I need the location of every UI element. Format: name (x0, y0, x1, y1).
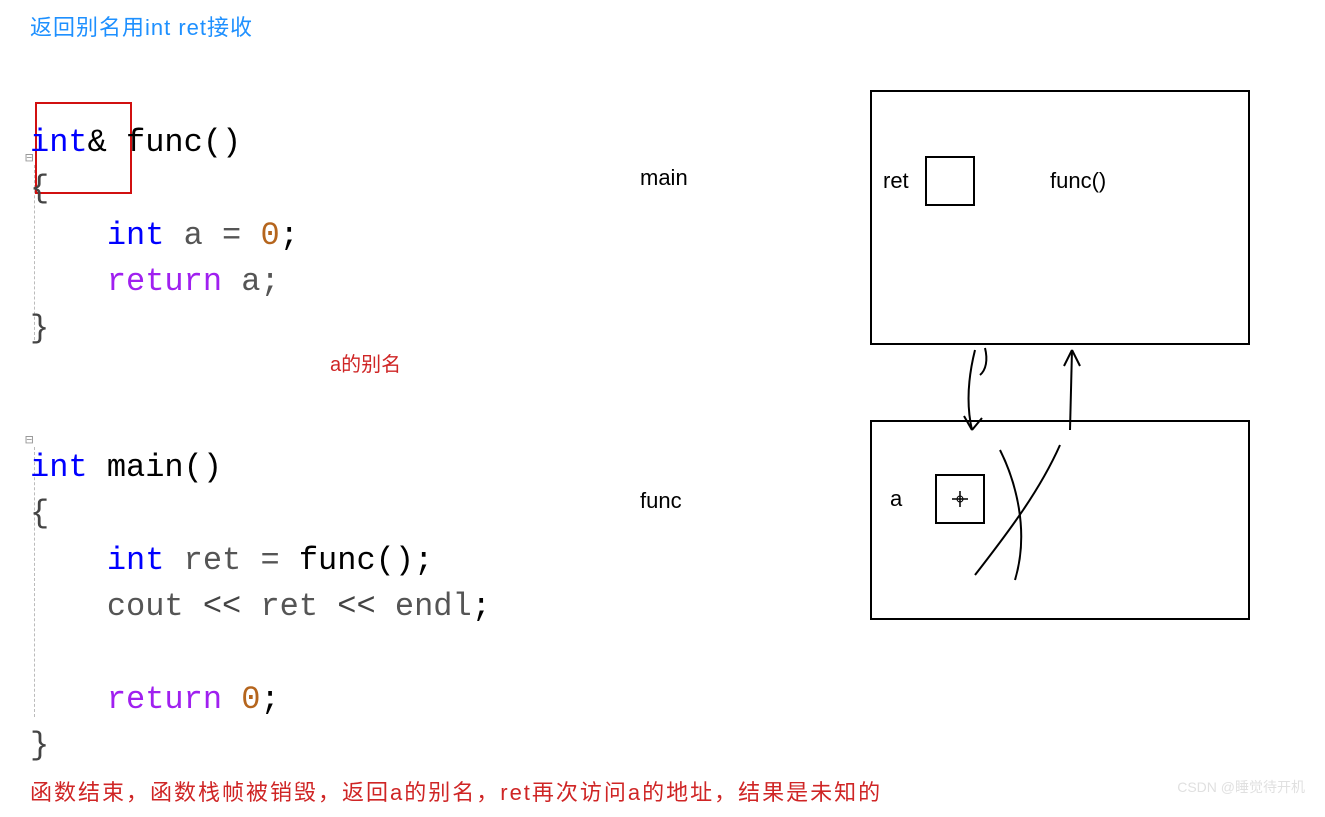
brace-open: { (30, 170, 49, 207)
label-func: func (640, 488, 682, 514)
kw-int: int (107, 217, 165, 254)
var-ret: ret = (164, 542, 298, 579)
parens: () (184, 449, 222, 486)
space (222, 681, 241, 718)
call-func: func (299, 542, 376, 579)
fn-name-func: func (126, 124, 203, 161)
ret-expr: a; (222, 263, 280, 300)
code-block: int& func() { int a = 0; return a; } int… (30, 120, 491, 769)
brace-close: } (30, 727, 49, 764)
stack-diagram: main func ret func() a (720, 80, 1260, 660)
semi: ; (280, 217, 299, 254)
footer-explanation: 函数结束，函数栈帧被销毁，返回a的别名，ret再次访问a的地址，结果是未知的 (30, 775, 882, 807)
var-a: a = (164, 217, 260, 254)
num-0: 0 (241, 681, 260, 718)
op-ins: << (184, 588, 261, 625)
brace-open: { (30, 495, 49, 532)
brace-close: } (30, 310, 49, 347)
amp: & (88, 124, 107, 161)
id-cout: cout (107, 588, 184, 625)
semi: ; (260, 681, 279, 718)
watermark: CSDN @睡觉待开机 (1177, 777, 1305, 797)
num-0: 0 (260, 217, 279, 254)
kw-return: return (107, 263, 222, 300)
var-ret: ret (260, 588, 318, 625)
kw-return: return (107, 681, 222, 718)
diagram-arrows (720, 80, 1260, 660)
label-main: main (640, 165, 688, 191)
annotation-alias: a的别名 (330, 348, 401, 377)
call-parens: (); (376, 542, 434, 579)
kw-int: int (107, 542, 165, 579)
kw-int: int (30, 124, 88, 161)
fn-name-main: main (107, 449, 184, 486)
op-ins: << (318, 588, 395, 625)
id-endl: endl (395, 588, 472, 625)
kw-int: int (30, 449, 88, 486)
page-title: 返回别名用int ret接收 (30, 10, 253, 42)
semi: ; (472, 588, 491, 625)
parens: () (203, 124, 241, 161)
